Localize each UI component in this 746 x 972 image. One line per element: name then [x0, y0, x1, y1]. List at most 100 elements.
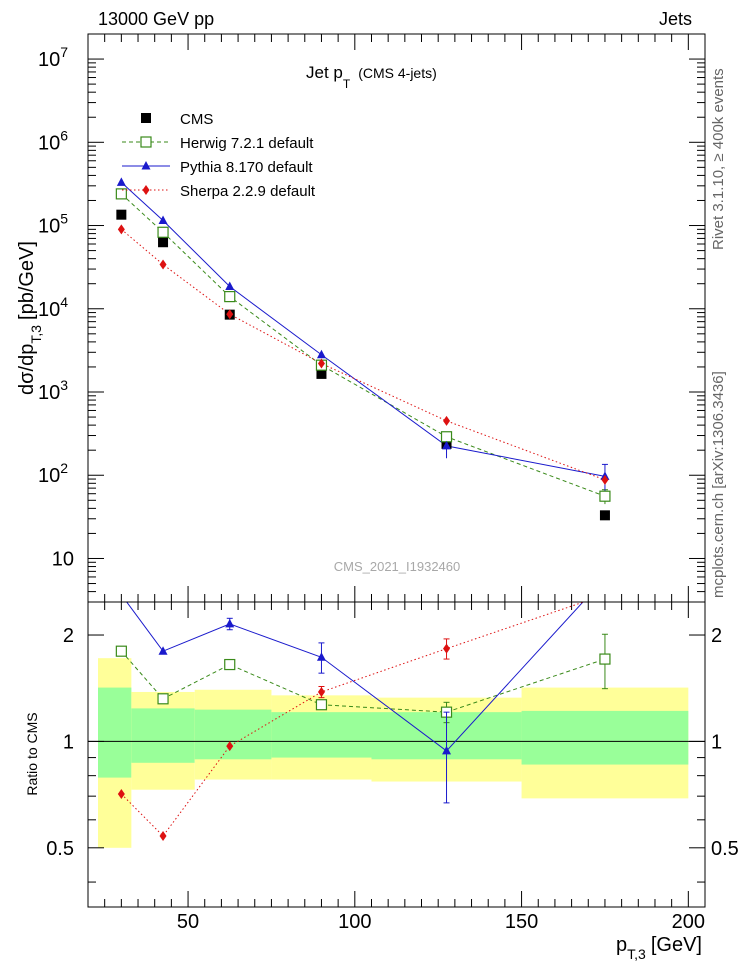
y-axis-label-rest: [pb/GeV]	[16, 241, 38, 320]
ratio-y-tick-label-left: 2	[63, 625, 74, 647]
analysis-watermark: CMS_2021_I1932460	[334, 559, 461, 574]
sherpa-main-line	[121, 228, 606, 481]
ratio-band-inner	[521, 710, 689, 765]
herwig-main-point	[440, 431, 453, 443]
sherpa-main-point	[443, 415, 451, 426]
legend-cms-label: CMS	[180, 111, 213, 128]
pythia-ratio-point	[158, 646, 168, 655]
ratio-band-inner	[194, 709, 272, 760]
legend-cms-marker	[141, 113, 151, 123]
ratio-y-tick-label-left: 1	[63, 731, 74, 753]
ratio-x-tick-label: 50	[177, 911, 199, 933]
herwig-ratio-point	[599, 653, 611, 665]
herwig-main-point	[157, 226, 169, 238]
herwig-main-line	[121, 193, 606, 497]
herwig-ratio-line	[120, 650, 606, 713]
chart-title: Jet pT (CMS 4-jets)	[306, 63, 437, 91]
main-y-tick-label: 107	[38, 44, 68, 71]
main-error-bars	[443, 436, 608, 505]
ratio-plot-panel: 0.5 0.5 1 1 2 2 50 100 150 200 Ratio to CMS pT,3 […	[24, 601, 739, 962]
sherpa-main-point	[317, 358, 325, 369]
legend-herwig-marker	[140, 136, 152, 148]
main-y-tick-label: 104	[38, 294, 68, 321]
pythia-main-line	[121, 182, 606, 477]
cms-main-point	[599, 510, 610, 521]
cms-main-point	[316, 368, 327, 379]
herwig-ratio-point	[315, 699, 328, 711]
ratio-band-inner	[131, 708, 195, 763]
energy-label: 13000 GeV pp	[98, 9, 214, 29]
legend-pythia-label: Pythia 8.170 default	[180, 159, 313, 176]
main-plot-data	[121, 182, 606, 497]
ratio-y-tick-label-right: 1	[711, 731, 722, 753]
y-axis-label: dσ/dpT,3 [pb/GeV]	[16, 241, 44, 395]
main-y-tick-label-exp: 5	[60, 211, 68, 227]
sherpa-main-point	[226, 309, 234, 320]
ratio-uncertainty-bands	[98, 658, 689, 848]
main-y-tick-label: 103	[38, 377, 68, 404]
x-axis-label-rest: [GeV]	[651, 934, 702, 956]
chart-title-rest: (CMS 4-jets)	[358, 65, 437, 81]
main-markers	[115, 177, 611, 521]
chart-title-sub: T	[343, 77, 351, 91]
sherpa-ratio-line	[120, 602, 586, 837]
ratio-axis-ticks: 0.5 0.5 1 1 2 2 50 100 150 200	[46, 602, 739, 933]
sherpa-main-point	[117, 224, 125, 235]
herwig-main-point	[224, 291, 236, 303]
cms-main-point	[158, 237, 169, 248]
pythia-ratio-line	[126, 602, 584, 752]
main-y-tick-label: 105	[38, 211, 68, 238]
chart-title-main: Jet p	[306, 63, 343, 82]
y-axis-label-main: dσ/dp	[16, 344, 38, 395]
x-axis-label-main: p	[616, 934, 627, 956]
ratio-plot-data	[115, 602, 611, 841]
pythia-main-point	[442, 440, 452, 450]
pythia-main-point	[158, 215, 168, 224]
main-y-tick-label-base: 10	[38, 465, 60, 487]
pythia-main-point	[225, 281, 235, 291]
main-y-tick-label-base: 10	[38, 49, 60, 71]
ratio-x-tick-label: 200	[672, 911, 705, 933]
sherpa-main-point	[601, 474, 609, 485]
herwig-ratio-point	[157, 693, 169, 705]
main-y-tick-label-exp: 3	[60, 377, 68, 393]
sherpa-ratio-point	[226, 741, 234, 752]
sherpa-ratio-point	[159, 830, 167, 841]
legend: CMS Herwig 7.2.1 default Pythia 8.170 defa…	[122, 111, 316, 200]
herwig-main-point	[115, 188, 127, 200]
y-axis-label-sub: T,3	[28, 325, 44, 344]
pythia-main-point	[316, 349, 326, 359]
ratio-band-inner	[98, 687, 132, 778]
pythia-ratio-point	[442, 745, 452, 755]
ratio-y-axis-label: Ratio to CMS	[24, 712, 40, 795]
main-y-tick-label-base: 10	[38, 216, 60, 238]
pythia-ratio-point	[225, 618, 235, 628]
legend-sherpa-label: Sherpa 2.2.9 default	[180, 183, 316, 200]
main-y-tick-label-base: 10	[38, 299, 60, 321]
legend-pythia-marker	[141, 161, 151, 170]
site-label: mcplots.cern.ch [arXiv:1306.3436]	[710, 371, 727, 598]
pythia-main-point	[116, 177, 126, 186]
main-y-tick-label-base: 10	[38, 132, 60, 154]
ratio-band-inner	[271, 712, 372, 758]
main-y-tick-label-exp: 2	[60, 460, 68, 476]
sherpa-ratio-point	[117, 788, 125, 799]
sherpa-ratio-point	[443, 643, 451, 654]
main-y-tick-label: 102	[38, 460, 68, 487]
main-y-tick-label-exp: 4	[60, 294, 68, 310]
main-y-tick-label-exp: 7	[60, 44, 68, 60]
ratio-x-tick-label: 100	[338, 911, 371, 933]
category-label: Jets	[659, 9, 692, 29]
legend-herwig-label: Herwig 7.2.1 default	[180, 135, 314, 152]
ratio-y-tick-label-right: 2	[711, 625, 722, 647]
main-y-tick-label-base: 10	[38, 382, 60, 404]
sherpa-ratio-point	[317, 686, 325, 697]
ratio-y-tick-label-left: 0.5	[46, 838, 74, 860]
ratio-y-tick-label-right: 0.5	[711, 838, 739, 860]
main-y-tick-label: 10	[52, 548, 74, 570]
herwig-ratio-point	[115, 645, 127, 657]
ratio-x-tick-label: 150	[505, 911, 538, 933]
